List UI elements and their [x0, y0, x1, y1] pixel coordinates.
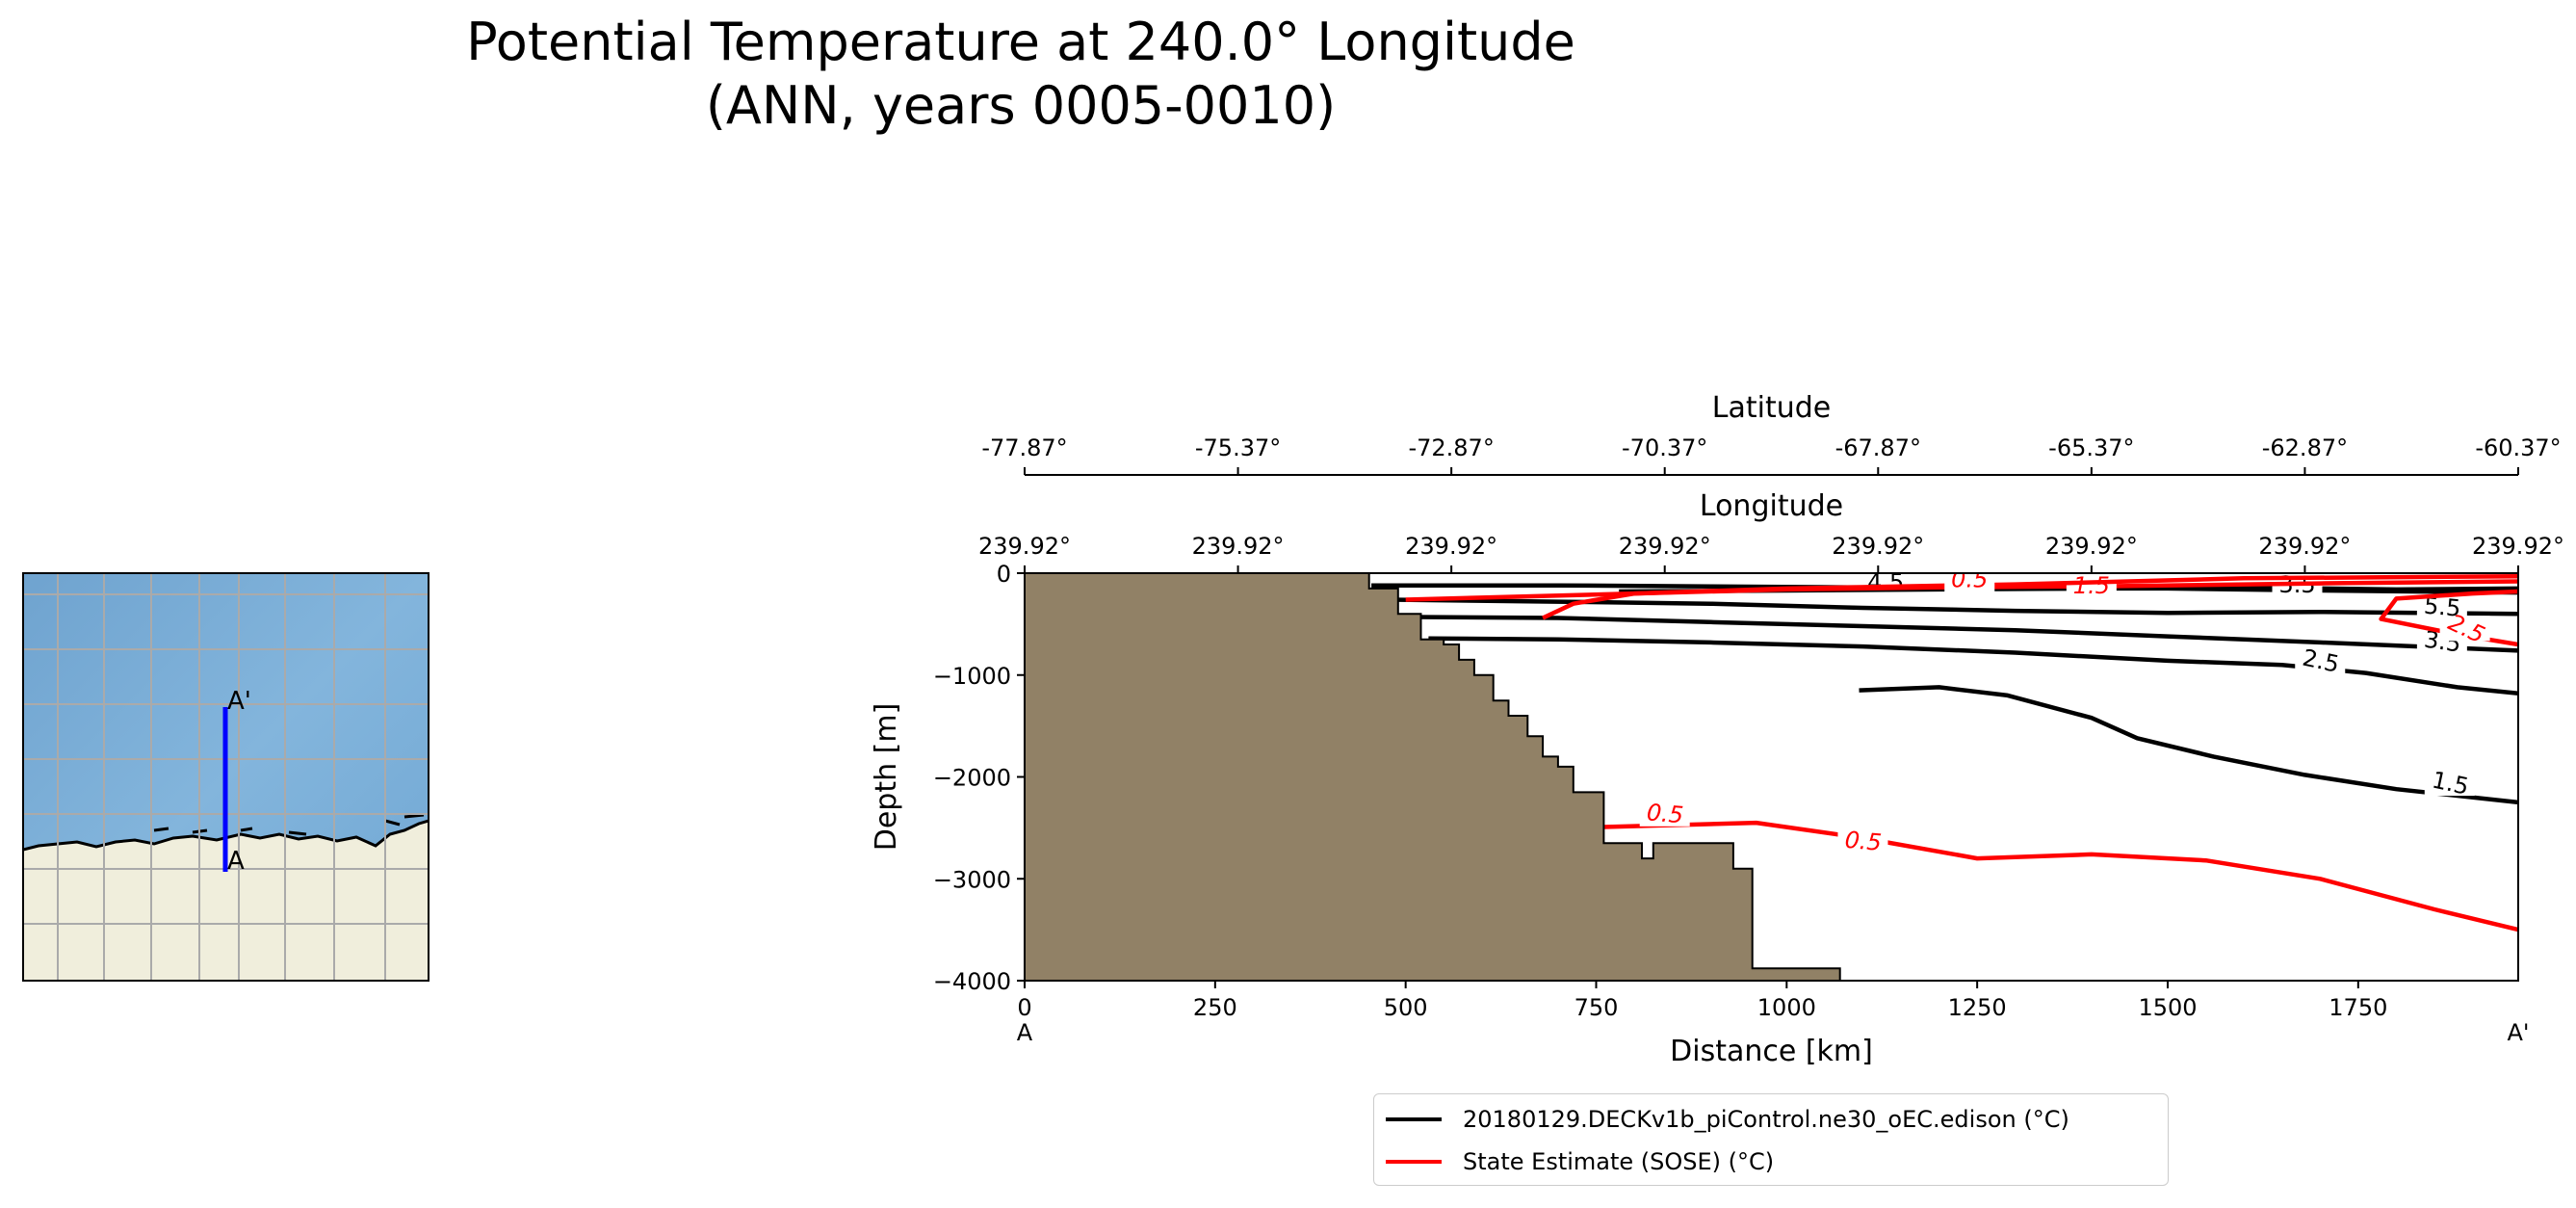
chart-title-line2: (ANN, years 0005-0010) [706, 75, 1336, 136]
contour-label-bg-obs-3 [2439, 616, 2490, 642]
transect-end-label: A' [227, 687, 251, 716]
lat-tick-label-2: -72.87° [1408, 434, 1494, 461]
legend-label-obs: State Estimate (SOSE) (°C) [1463, 1148, 1775, 1175]
x-tick-label-1: 250 [1193, 994, 1237, 1021]
lat-tick-label-4: -67.87° [1835, 434, 1921, 461]
x-start-label: A [1017, 1019, 1033, 1046]
lat-tick-label-0: -77.87° [981, 434, 1067, 461]
contour-label-bg-model-1 [2295, 648, 2346, 674]
y-tick-label-1: −1000 [933, 663, 1011, 690]
contour-label-obs-1: 0.5 [1844, 827, 1883, 856]
x-end-label: A' [2507, 1019, 2529, 1046]
lon-tick-label-4: 239.92° [1832, 533, 1924, 560]
lon-tick-label-6: 239.92° [2258, 533, 2351, 560]
contour-label-bg-obs-1 [1837, 828, 1888, 854]
lon-tick-label-1: 239.92° [1192, 533, 1285, 560]
contour-line-obs-4 [1542, 573, 2518, 620]
x-tick-label-4: 1000 [1757, 994, 1816, 1021]
transect-start-label: A [227, 847, 245, 876]
bathymetry-fill [1025, 573, 1841, 981]
y-tick-label-3: −3000 [933, 866, 1011, 893]
x-tick-label-5: 1250 [1948, 994, 2007, 1021]
lat-tick-label-6: -62.87° [2262, 434, 2348, 461]
legend-label-model: 20180129.DECKv1b_piControl.ne30_oEC.edis… [1463, 1106, 2069, 1133]
x-tick-label-7: 1750 [2329, 994, 2387, 1021]
y-tick-label-4: −4000 [933, 968, 1011, 995]
contour-label-bg-obs-0 [1639, 801, 1690, 827]
lon-axis-label: Longitude [1700, 489, 1843, 523]
x-tick-label-0: 0 [1017, 994, 1031, 1021]
legend-item-obs: State Estimate (SOSE) (°C) [1386, 1142, 1774, 1181]
chart-title-line1: Potential Temperature at 240.0° Longitud… [466, 12, 1575, 72]
x-tick-label-3: 750 [1574, 994, 1619, 1021]
lat-tick-label-1: -75.37° [1195, 434, 1281, 461]
y-axis-label: Depth [m] [870, 703, 903, 852]
legend-swatch-model [1386, 1117, 1442, 1121]
contour-label-obs-2: 1.5 [2073, 572, 2110, 599]
lon-tick-label-0: 239.92° [978, 533, 1071, 560]
map-frame [22, 572, 429, 982]
lon-tick-label-5: 239.92° [2045, 533, 2138, 560]
legend-swatch-obs [1386, 1160, 1442, 1164]
contour-line-model-0 [1859, 685, 2518, 805]
contour-line-model-2 [1413, 615, 2518, 653]
contour-label-bg-model-0 [2424, 771, 2475, 797]
lat-tick-label-7: -60.37° [2475, 434, 2561, 461]
lon-tick-label-7: 239.92° [2472, 533, 2564, 560]
x-tick-label-6: 1500 [2138, 994, 2197, 1021]
contour-label-bg-obs-4 [1944, 573, 1995, 592]
section-plot: 1.52.53.55.54.5 3.50.50.51.52.50.5 0 250 50… [870, 391, 2564, 1068]
x-tick-label-2: 500 [1384, 994, 1428, 1021]
lon-tick-label-3: 239.92° [1619, 533, 1711, 560]
map-land [23, 821, 429, 981]
contour-label-obs-4: 0.5 [1951, 566, 1988, 593]
lat-axis-label: Latitude [1712, 391, 1831, 425]
x-axis-label: Distance [km] [1670, 1035, 1873, 1068]
inset-map: A' A [22, 572, 429, 982]
legend-item-model: 20180129.DECKv1b_piControl.ne30_oEC.edis… [1386, 1100, 2069, 1139]
contour-label-obs-0: 0.5 [1646, 799, 1684, 828]
lat-tick-label-3: -70.37° [1622, 434, 1707, 461]
contour-line-model-1 [1428, 636, 2518, 696]
legend: 20180129.DECKv1b_piControl.ne30_oEC.edis… [1373, 1093, 2169, 1186]
y-tick-label-0: 0 [997, 561, 1011, 588]
map-coastline [23, 819, 429, 852]
contour-line-obs-0 [1573, 820, 2518, 932]
lon-tick-label-2: 239.92° [1405, 533, 1497, 560]
lat-tick-label-5: -65.37° [2048, 434, 2134, 461]
contour-label-bg-obs-2 [2066, 573, 2117, 598]
y-tick-label-2: −2000 [933, 765, 1011, 792]
